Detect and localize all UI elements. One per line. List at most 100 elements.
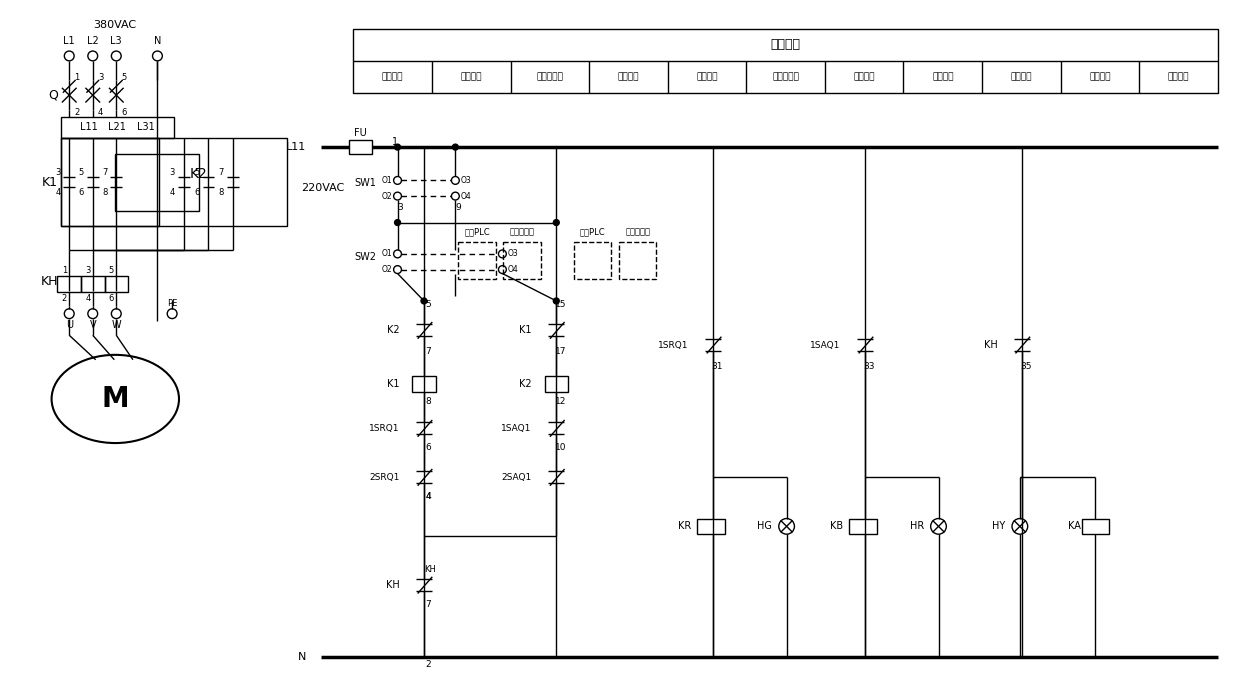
Text: V: V — [89, 320, 95, 330]
Bar — [697, 518, 725, 534]
Text: 3: 3 — [170, 168, 175, 177]
Text: N: N — [298, 652, 306, 662]
Bar — [62, 138, 286, 227]
Text: L31: L31 — [136, 122, 155, 133]
Text: 2: 2 — [74, 108, 79, 117]
Circle shape — [453, 144, 459, 150]
Text: 3: 3 — [55, 168, 61, 177]
Text: K1: K1 — [387, 379, 399, 389]
Text: 3: 3 — [398, 204, 403, 213]
Bar — [115, 154, 198, 211]
Text: 1SRQ1: 1SRQ1 — [658, 341, 688, 350]
Text: 现场关阀: 现场关阀 — [618, 72, 639, 81]
Bar — [104, 277, 128, 292]
Text: K1: K1 — [42, 176, 57, 189]
Text: K2: K2 — [190, 167, 207, 181]
Text: 1: 1 — [392, 137, 398, 147]
Text: 风机停开阀: 风机停开阀 — [537, 72, 563, 81]
Text: 4: 4 — [170, 188, 175, 197]
Text: SW1: SW1 — [355, 179, 376, 188]
Text: K2: K2 — [387, 325, 399, 336]
Circle shape — [394, 144, 401, 150]
Text: O3: O3 — [460, 176, 471, 185]
Text: L3: L3 — [110, 36, 122, 47]
Text: KA: KA — [1068, 521, 1080, 532]
Text: Q: Q — [48, 89, 58, 101]
Circle shape — [553, 298, 559, 304]
Text: 来自PLC: 来自PLC — [580, 228, 605, 237]
Text: 6: 6 — [195, 188, 200, 197]
Text: 1: 1 — [62, 266, 67, 275]
Text: O3: O3 — [507, 250, 518, 259]
Text: 8: 8 — [218, 188, 224, 197]
Text: 5: 5 — [109, 266, 114, 275]
Bar — [81, 277, 104, 292]
Text: 3: 3 — [86, 266, 91, 275]
Text: KH: KH — [983, 340, 997, 350]
Text: 故障显示: 故障显示 — [1168, 72, 1189, 81]
Bar — [503, 242, 541, 279]
Text: KB: KB — [831, 521, 843, 532]
Circle shape — [422, 298, 427, 304]
Text: 1SRQ1: 1SRQ1 — [370, 424, 399, 433]
Text: 380VAC: 380VAC — [93, 19, 136, 30]
Text: L11: L11 — [79, 122, 98, 133]
Text: 4: 4 — [425, 493, 430, 502]
Text: 7: 7 — [425, 600, 430, 610]
Text: 阀开显示: 阀开显示 — [932, 72, 954, 81]
Text: HG: HG — [758, 521, 773, 532]
Text: 阀关极限: 阀关极限 — [1011, 72, 1032, 81]
Text: 4: 4 — [55, 188, 61, 197]
Text: 8: 8 — [425, 398, 430, 407]
Bar — [412, 377, 435, 392]
Text: 5: 5 — [78, 168, 84, 177]
Text: 阀关显示: 阀关显示 — [1089, 72, 1111, 81]
Text: 1SAQ1: 1SAQ1 — [810, 341, 841, 350]
Text: K2: K2 — [520, 379, 532, 389]
Text: 来自高压柜: 来自高压柜 — [510, 228, 534, 237]
Text: 6: 6 — [78, 188, 84, 197]
Text: O4: O4 — [460, 192, 471, 201]
Text: W: W — [112, 320, 122, 330]
Text: 来自PLC: 来自PLC — [464, 228, 490, 237]
Text: O4: O4 — [507, 265, 518, 274]
Text: 2: 2 — [425, 660, 430, 669]
Text: 3: 3 — [98, 73, 103, 82]
Text: O1: O1 — [382, 176, 393, 185]
Text: KR: KR — [678, 521, 692, 532]
Bar — [62, 117, 174, 138]
Text: KH: KH — [41, 275, 58, 288]
Text: M: M — [102, 385, 129, 413]
Text: KH: KH — [424, 565, 435, 574]
Bar — [62, 138, 160, 227]
Bar — [459, 242, 496, 279]
Text: L1: L1 — [63, 36, 76, 47]
Text: N: N — [154, 36, 161, 47]
Text: 风机开关阀: 风机开关阀 — [773, 72, 799, 81]
Text: 8: 8 — [102, 188, 108, 197]
Text: 31: 31 — [712, 362, 723, 371]
Text: 7: 7 — [425, 348, 430, 357]
Text: 阀开极限: 阀开极限 — [853, 72, 875, 81]
Text: 7: 7 — [218, 168, 224, 177]
Text: 10: 10 — [554, 443, 565, 452]
Bar — [353, 28, 1218, 93]
Text: 远程开阀: 远程开阀 — [460, 72, 482, 81]
Text: HR: HR — [910, 521, 924, 532]
Text: 4: 4 — [425, 493, 430, 502]
Bar — [1081, 518, 1109, 534]
Bar — [619, 242, 656, 279]
Text: 2: 2 — [62, 293, 67, 302]
Text: 2SRQ1: 2SRQ1 — [370, 473, 399, 482]
Text: 控制回路: 控制回路 — [770, 38, 801, 51]
Text: 12: 12 — [554, 398, 565, 407]
Text: 现场开阀: 现场开阀 — [382, 72, 403, 81]
Text: SW2: SW2 — [353, 252, 376, 262]
Text: O2: O2 — [382, 192, 393, 201]
Text: 2SAQ1: 2SAQ1 — [501, 473, 532, 482]
Bar — [348, 140, 372, 154]
Text: 9: 9 — [455, 204, 461, 213]
Circle shape — [394, 220, 401, 225]
Text: PE: PE — [167, 300, 177, 309]
Text: L21: L21 — [108, 122, 126, 133]
